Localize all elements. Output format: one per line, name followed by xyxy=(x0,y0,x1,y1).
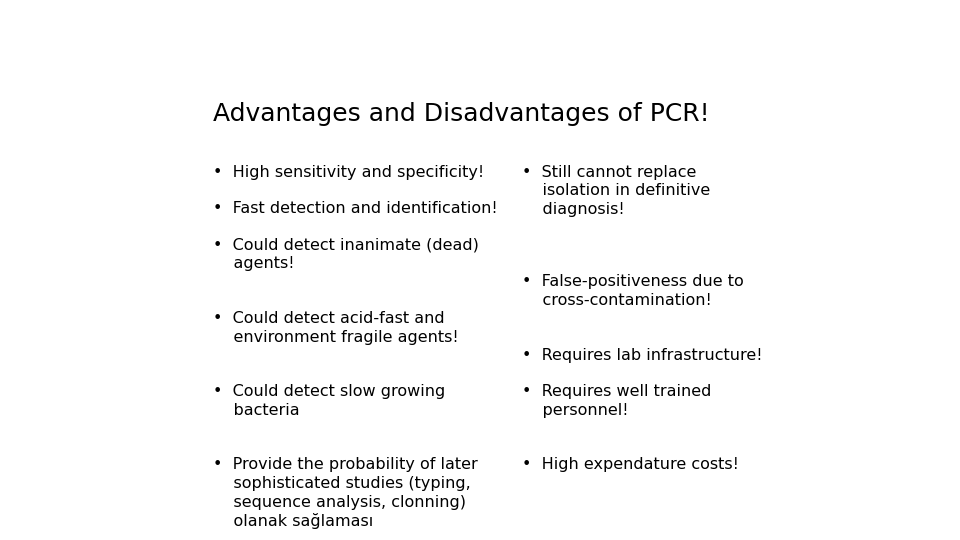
Text: •  High sensitivity and specificity!: • High sensitivity and specificity! xyxy=(213,165,484,180)
Text: •  Requires lab infrastructure!: • Requires lab infrastructure! xyxy=(522,348,762,362)
Text: •  Could detect acid-fast and
    environment fragile agents!: • Could detect acid-fast and environment… xyxy=(213,311,459,345)
Text: •  Requires well trained
    personnel!: • Requires well trained personnel! xyxy=(522,384,711,418)
Text: •  Fast detection and identification!: • Fast detection and identification! xyxy=(213,201,497,216)
Text: •  High expendature costs!: • High expendature costs! xyxy=(522,457,738,472)
Text: Advantages and Disadvantages of PCR!: Advantages and Disadvantages of PCR! xyxy=(213,102,709,126)
Text: •  Provide the probability of later
    sophisticated studies (typing,
    seque: • Provide the probability of later sophi… xyxy=(213,457,478,529)
Text: •  False-positiveness due to
    cross-contamination!: • False-positiveness due to cross-contam… xyxy=(522,274,743,308)
Text: •  Could detect slow growing
    bacteria: • Could detect slow growing bacteria xyxy=(213,384,445,418)
Text: •  Still cannot replace
    isolation in definitive
    diagnosis!: • Still cannot replace isolation in defi… xyxy=(522,165,710,217)
Text: •  Could detect inanimate (dead)
    agents!: • Could detect inanimate (dead) agents! xyxy=(213,238,479,272)
